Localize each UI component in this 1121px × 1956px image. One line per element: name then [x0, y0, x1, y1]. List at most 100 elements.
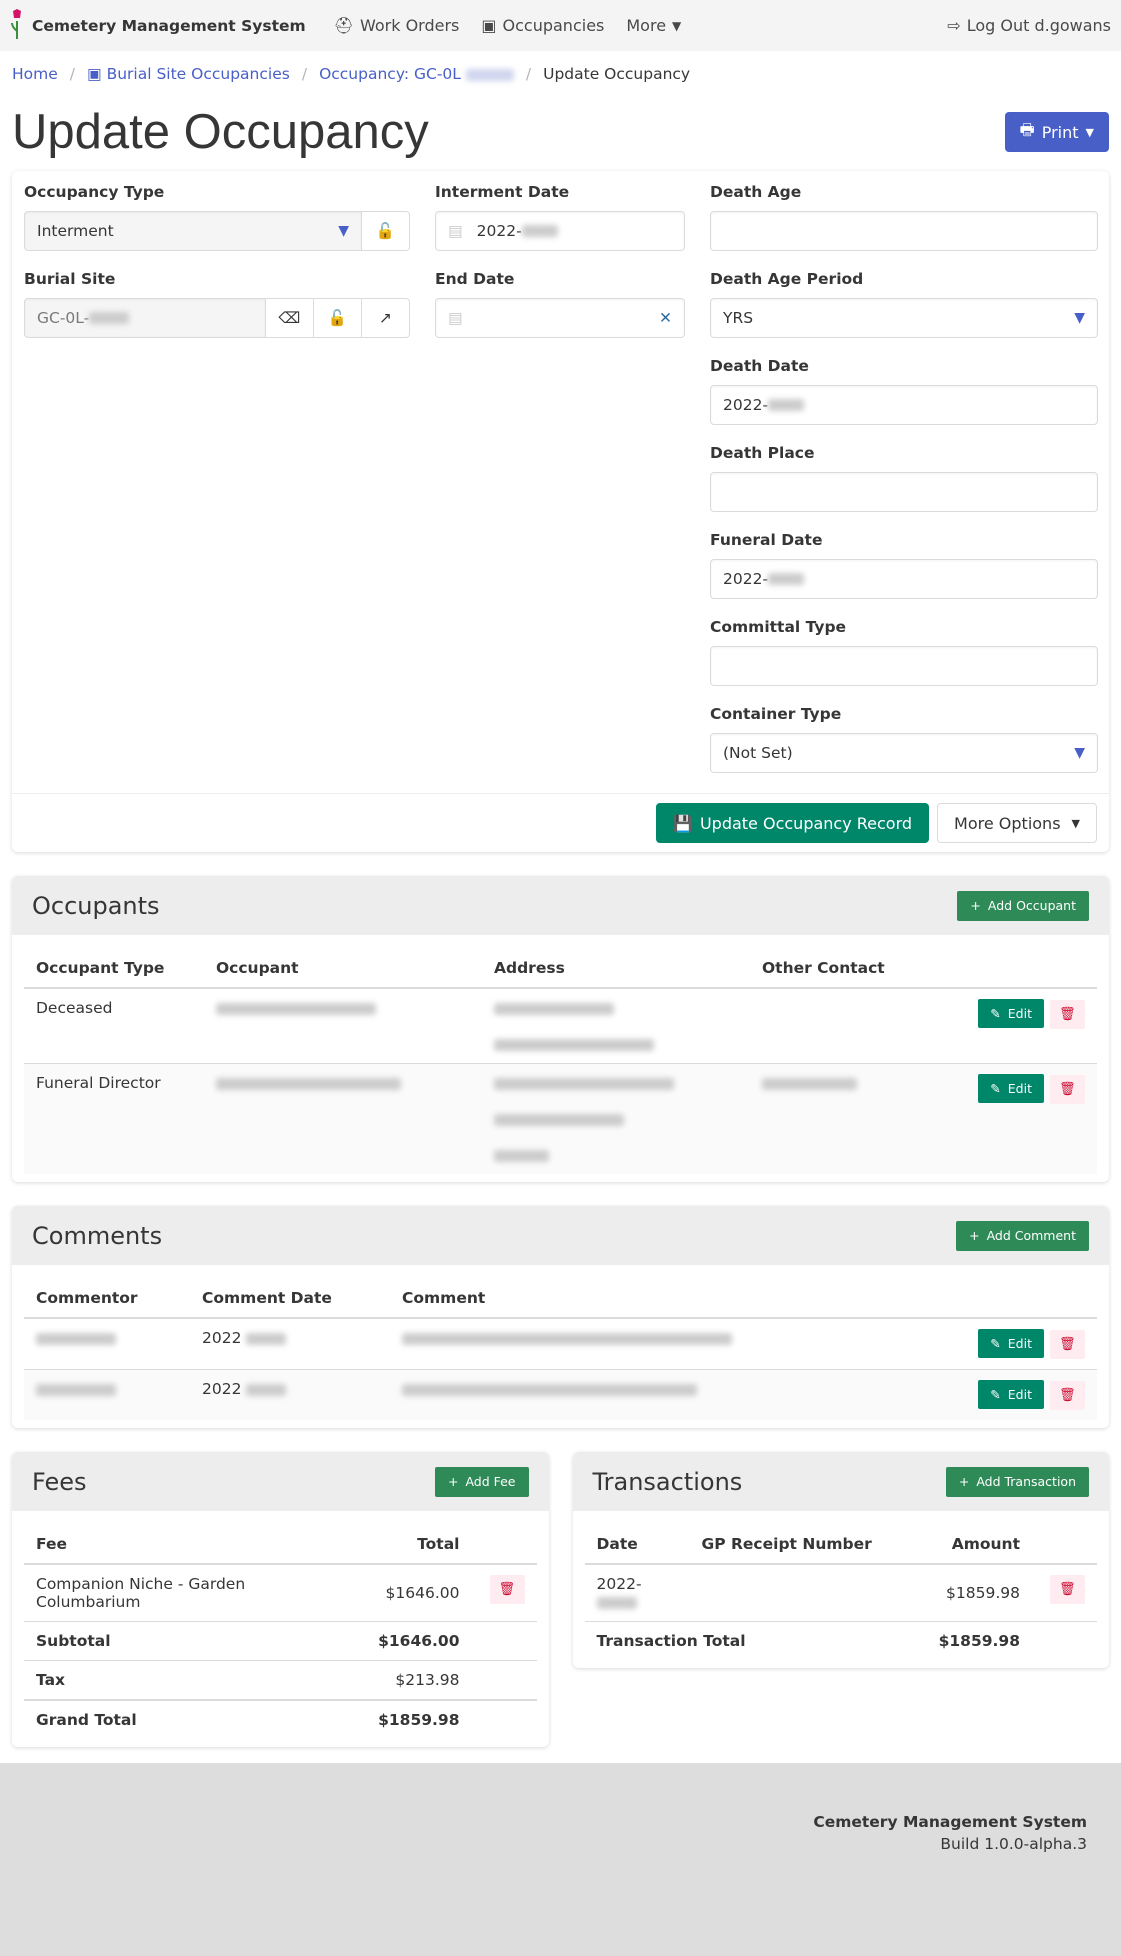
redacted-text: [494, 1077, 674, 1090]
redacted-text: [89, 312, 130, 324]
transaction-total-value: $1859.98: [938, 1632, 1020, 1650]
occupancy-form: Occupancy Type Interment ▼ 🔓 Burial Site …: [12, 171, 1109, 852]
chevron-down-icon: ▼: [1074, 745, 1085, 761]
add-fee-label: Add Fee: [465, 1474, 516, 1489]
open-link-button[interactable]: ↗: [362, 298, 410, 338]
committal-type-input[interactable]: [710, 646, 1098, 686]
clear-date-icon[interactable]: ✕: [659, 309, 672, 327]
nav-occupancies[interactable]: ▣ Occupancies: [481, 16, 604, 35]
brand-link[interactable]: Cemetery Management System: [10, 8, 306, 43]
column-header: Total: [366, 1525, 472, 1565]
breadcrumb-home[interactable]: Home: [12, 65, 58, 83]
transaction-date: 2022-: [596, 1575, 642, 1593]
trash-icon: 🗑: [498, 1582, 516, 1597]
death-date-input[interactable]: 2022-: [710, 385, 1098, 425]
calendar-icon: ▤: [448, 222, 463, 240]
unlock-button[interactable]: 🔓: [314, 298, 362, 338]
breadcrumb-label: Burial Site Occupancies: [106, 65, 290, 83]
calendar-icon: ▤: [448, 309, 463, 327]
burial-site-input[interactable]: GC-0L-: [24, 298, 266, 338]
delete-button[interactable]: 🗑: [1050, 1381, 1085, 1410]
death-place-input[interactable]: [710, 472, 1098, 512]
redacted-text: [246, 1383, 287, 1396]
column-header: Date: [584, 1525, 690, 1565]
logout-link[interactable]: ⇨ Log Out d.gowans: [947, 16, 1111, 35]
redacted-text: [36, 1383, 116, 1396]
print-button[interactable]: 🖶 Print ▼: [1004, 112, 1109, 152]
tulip-logo-icon: [10, 8, 24, 43]
tax-value: $213.98: [366, 1660, 472, 1701]
edit-button[interactable]: ✎ Edit: [978, 1329, 1044, 1358]
save-icon: 💾: [673, 813, 693, 833]
clear-button[interactable]: ⌫: [266, 298, 314, 338]
nav-work-orders[interactable]: ⛑ Work Orders: [334, 16, 460, 35]
edit-button[interactable]: ✎ Edit: [978, 1380, 1044, 1409]
add-transaction-label: Add Transaction: [976, 1474, 1076, 1489]
external-link-icon: ↗: [379, 309, 392, 327]
pencil-icon: ✎: [990, 1006, 1001, 1021]
update-label: Update Occupancy Record: [699, 813, 913, 833]
redacted-text: [768, 573, 805, 585]
redacted-text: [465, 68, 514, 81]
interment-date-input[interactable]: ▤ 2022-: [435, 211, 685, 251]
occupants-table: Occupant Type Occupant Address Other Contac…: [24, 949, 1097, 1174]
add-occupant-button[interactable]: + Add Occupant: [957, 890, 1089, 921]
delete-button[interactable]: 🗑: [489, 1575, 525, 1604]
chevron-down-icon: ▼: [1071, 816, 1080, 830]
breadcrumb-occupancy[interactable]: Occupancy: GC-0L: [319, 65, 514, 83]
more-options-button[interactable]: More Options ▼: [937, 803, 1097, 843]
redacted-text: [596, 1596, 637, 1609]
add-fee-button[interactable]: + Add Fee: [434, 1466, 529, 1497]
chevron-down-icon: ▼: [672, 18, 682, 33]
redacted-text: [36, 1332, 116, 1345]
column-header: Comment: [390, 1279, 901, 1319]
death-age-period-select[interactable]: YRS ▼: [710, 298, 1098, 338]
breadcrumb-label: Occupancy: GC-0L: [319, 65, 461, 83]
add-transaction-button[interactable]: + Add Transaction: [945, 1466, 1089, 1497]
fees-title: Fees: [32, 1467, 87, 1496]
delete-button[interactable]: 🗑: [1050, 1075, 1085, 1104]
redacted-text: [768, 399, 805, 411]
edit-label: Edit: [1007, 1006, 1032, 1021]
column-header: Address: [482, 949, 750, 989]
table-row: 2022 ✎ Edit 🗑: [24, 1318, 1097, 1370]
logout-label: Log Out d.gowans: [966, 16, 1111, 35]
nav-more[interactable]: More ▼: [626, 16, 681, 35]
container-type-select[interactable]: (Not Set) ▼: [710, 733, 1098, 773]
fee-name: Companion Niche - Garden Columbarium: [24, 1564, 367, 1622]
delete-button[interactable]: 🗑: [1050, 1575, 1085, 1604]
container-type-label: Container Type: [710, 705, 842, 723]
edit-button[interactable]: ✎ Edit: [978, 1074, 1044, 1103]
add-comment-button[interactable]: + Add Comment: [956, 1220, 1089, 1251]
occupants-panel: Occupants + Add Occupant Occupant Type Occ…: [12, 876, 1109, 1182]
unlock-button[interactable]: 🔓: [362, 211, 410, 251]
occupancy-type-select[interactable]: Interment ▼: [24, 211, 362, 251]
footer-build: Build 1.0.0-alpha.3: [940, 1835, 1087, 1853]
pencil-icon: ✎: [990, 1081, 1001, 1096]
print-icon: 🖶: [1019, 119, 1035, 139]
hard-hat-icon: ⛑: [333, 16, 354, 35]
page-footer: Cemetery Management System Build 1.0.0-a…: [0, 1763, 1121, 1956]
breadcrumb-burial-site-occupancies[interactable]: ▣ Burial Site Occupancies: [87, 65, 290, 83]
death-age-input[interactable]: [710, 211, 1098, 251]
redacted-text: [494, 1113, 624, 1126]
occupant-type: Funeral Director: [24, 1063, 204, 1174]
death-date-value: 2022-: [723, 396, 769, 414]
redacted-text: [762, 1077, 857, 1090]
nav-occupancies-label: Occupancies: [502, 16, 605, 35]
transaction-amount: $1859.98: [911, 1564, 1032, 1622]
redacted-text: [216, 1002, 376, 1015]
breadcrumb-current: Update Occupancy: [543, 65, 691, 83]
death-age-period-label: Death Age Period: [710, 270, 864, 288]
column-header: Occupant: [204, 949, 482, 989]
plus-icon: +: [958, 1474, 970, 1489]
funeral-date-input[interactable]: 2022-: [710, 559, 1098, 599]
delete-button[interactable]: 🗑: [1050, 1330, 1085, 1359]
edit-button[interactable]: ✎ Edit: [978, 999, 1044, 1028]
tax-label: Tax: [24, 1660, 367, 1701]
funeral-date-label: Funeral Date: [710, 531, 823, 549]
delete-button[interactable]: 🗑: [1050, 1000, 1085, 1029]
end-date-input[interactable]: ▤ ✕: [435, 298, 685, 338]
update-occupancy-button[interactable]: 💾 Update Occupancy Record: [656, 803, 930, 843]
committal-type-label: Committal Type: [710, 618, 847, 636]
